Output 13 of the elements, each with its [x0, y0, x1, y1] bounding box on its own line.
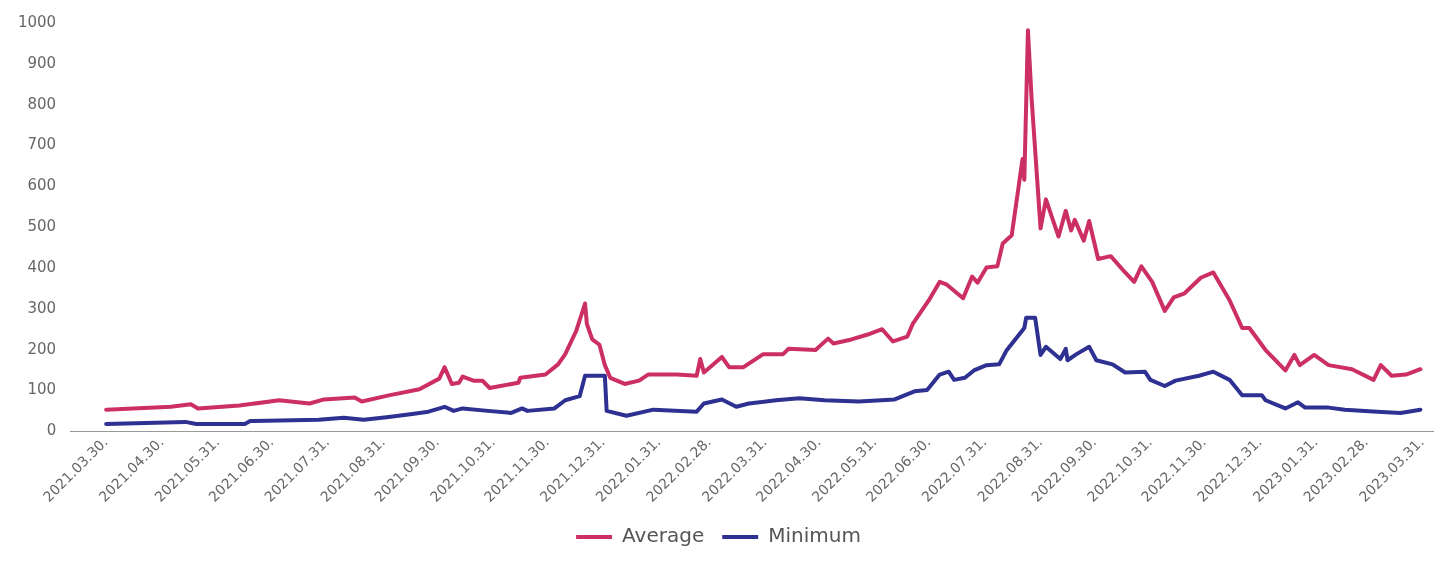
y-tick-label: 800 [27, 94, 57, 113]
y-tick-label: 600 [27, 176, 57, 195]
y-tick-label: 1000 [17, 12, 57, 31]
legend-label: Average [622, 523, 705, 548]
y-tick-label: 100 [27, 380, 57, 399]
legend-label: Minimum [768, 523, 861, 548]
y-tick-label: 200 [27, 339, 57, 358]
y-tick-label: 700 [27, 135, 57, 154]
y-tick-label: 300 [27, 298, 57, 317]
y-tick-label: 0 [46, 421, 57, 440]
y-tick-label: 500 [27, 217, 57, 236]
y-tick-label: 400 [27, 257, 57, 276]
y-tick-label: 900 [27, 53, 57, 72]
